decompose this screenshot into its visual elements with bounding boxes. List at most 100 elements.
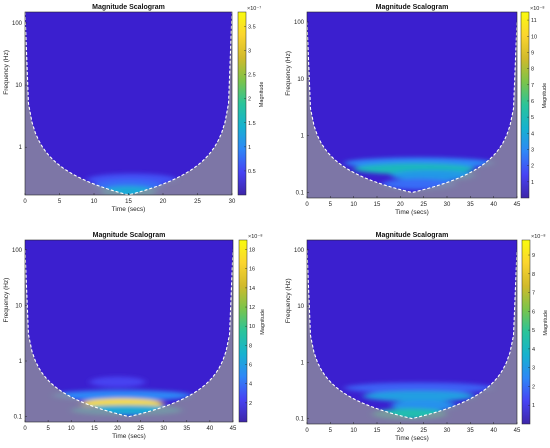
x-tick-label: 45 <box>514 428 521 434</box>
cone-of-influence-right <box>412 240 517 424</box>
colorbar-tick-label: 14 <box>249 286 255 292</box>
x-tick-label: 45 <box>230 426 237 432</box>
y-tick-label: 0.1 <box>296 190 305 196</box>
colorbar-tick-label: 2 <box>249 401 252 407</box>
colorbar-tick-label: 4 <box>532 347 535 353</box>
colorbar-exponent: ×10⁻⁸ <box>248 233 263 240</box>
colorbar-tick-label: 1 <box>248 145 251 151</box>
colorbar-tick-label: 12 <box>249 305 255 311</box>
colorbar-tick-label: 1.5 <box>248 121 256 127</box>
energy-band-2 <box>52 390 192 401</box>
colorbar-label: Magnitude <box>543 310 549 336</box>
x-tick-label: 35 <box>183 426 190 432</box>
x-tick-label: 25 <box>137 426 144 432</box>
colorbar-tick-label: 8 <box>531 67 534 73</box>
x-tick-label: 30 <box>160 426 167 432</box>
y-tick-label: 0.1 <box>296 417 305 423</box>
x-tick-label: 30 <box>444 202 451 208</box>
x-axis-label: Time (secs) <box>395 435 429 442</box>
colorbar-exponent: ×10⁻⁷ <box>247 5 261 12</box>
y-tick-label: 10 <box>297 304 304 310</box>
cone-of-influence-left <box>307 12 412 198</box>
x-tick-label: 35 <box>467 428 474 434</box>
colorbar-tick-label: 5 <box>531 115 534 121</box>
x-tick-label: 0 <box>305 202 309 208</box>
colorbar-tick-label: 8 <box>249 343 252 349</box>
colorbar-tick-label: 2 <box>532 384 535 390</box>
cone-of-influence-right <box>412 12 517 198</box>
colorbar-exponent: ×10⁻⁸ <box>530 5 545 12</box>
colorbar-tick-label: 0.5 <box>248 169 256 175</box>
axes-frame <box>24 239 234 423</box>
colorbar-tick-label: 16 <box>249 267 255 273</box>
x-tick-label: 5 <box>46 426 50 432</box>
x-tick-label: 0 <box>23 199 27 205</box>
y-tick-label: 10 <box>297 77 304 83</box>
energy-band-3 <box>391 169 475 181</box>
x-tick-label: 45 <box>514 202 521 208</box>
colorbar-tick-label: 5 <box>532 328 535 334</box>
x-axis-label: Time (secs) <box>112 206 146 213</box>
colorbar-tick-label: 2.5 <box>248 73 256 79</box>
panel-title: Magnitude Scalogram <box>92 4 165 11</box>
cone-of-influence-line <box>307 249 517 420</box>
y-tick-label: 1 <box>19 359 23 365</box>
panel-title: Magnitude Scalogram <box>376 4 449 11</box>
x-tick-label: 20 <box>397 428 404 434</box>
scalogram-image <box>25 12 232 195</box>
colorbar-label: Magnitude <box>542 83 548 109</box>
cone-of-influence-right <box>129 240 233 422</box>
colorbar-tick-label: 3 <box>532 366 535 372</box>
x-tick-label: 5 <box>58 199 62 205</box>
energy-band-2 <box>363 390 475 402</box>
colorbar-tick-label: 7 <box>532 291 535 297</box>
colorbar-label: Magnitude <box>260 309 266 335</box>
scalogram-image <box>307 12 517 198</box>
scalogram-image <box>25 240 233 422</box>
cone-of-influence-left <box>307 240 412 424</box>
colorbar-tick-label: 7 <box>531 83 534 89</box>
x-tick-label: 5 <box>329 428 333 434</box>
colorbar-tick-label: 4 <box>249 382 252 388</box>
colorbar-tick-label: 6 <box>249 363 252 369</box>
axes-frame <box>306 239 518 425</box>
scalogram-image <box>307 240 517 424</box>
y-axis-label: Frequency (Hz) <box>3 278 10 323</box>
x-tick-label: 15 <box>91 426 98 432</box>
panel-title: Magnitude Scalogram <box>93 232 166 239</box>
x-tick-label: 15 <box>374 202 381 208</box>
colorbar-tick-label: 2 <box>531 164 534 170</box>
y-tick-label: 10 <box>15 303 22 309</box>
y-tick-label: 100 <box>294 248 305 254</box>
x-tick-label: 0 <box>23 426 27 432</box>
y-axis-label: Frequency (Hz) <box>3 50 10 95</box>
colorbar-tick-label: 9 <box>531 50 534 56</box>
colorbar <box>520 11 530 199</box>
colorbar <box>237 11 247 196</box>
colorbar-tick-label: 18 <box>249 248 255 254</box>
colorbar-tick-label: 8 <box>532 272 535 278</box>
y-tick-label: 1 <box>301 360 305 366</box>
colorbar-tick-label: 4 <box>531 131 534 137</box>
x-tick-label: 30 <box>229 199 236 205</box>
colorbar-exponent: ×10⁻⁸ <box>531 233 546 240</box>
cone-of-influence-line <box>25 12 232 195</box>
y-axis-label: Frequency (Hz) <box>285 51 292 96</box>
x-tick-label: 20 <box>397 202 404 208</box>
y-tick-label: 10 <box>15 83 22 89</box>
x-tick-label: 25 <box>420 428 427 434</box>
colorbar-tick-label: 2 <box>248 97 251 103</box>
colorbar-tick-label: 9 <box>532 253 535 259</box>
colorbar-tick-label: 6 <box>531 99 534 105</box>
panel-title: Magnitude Scalogram <box>376 232 449 239</box>
scalogram-background <box>25 12 232 195</box>
colorbar-tick-label: 3 <box>531 147 534 153</box>
colorbar-label: Magnitude <box>259 82 265 108</box>
energy-band-1 <box>89 376 146 388</box>
x-tick-label: 20 <box>160 199 167 205</box>
x-axis-label: Time (secs) <box>395 209 429 216</box>
x-axis-label: Time (secs) <box>112 433 146 440</box>
